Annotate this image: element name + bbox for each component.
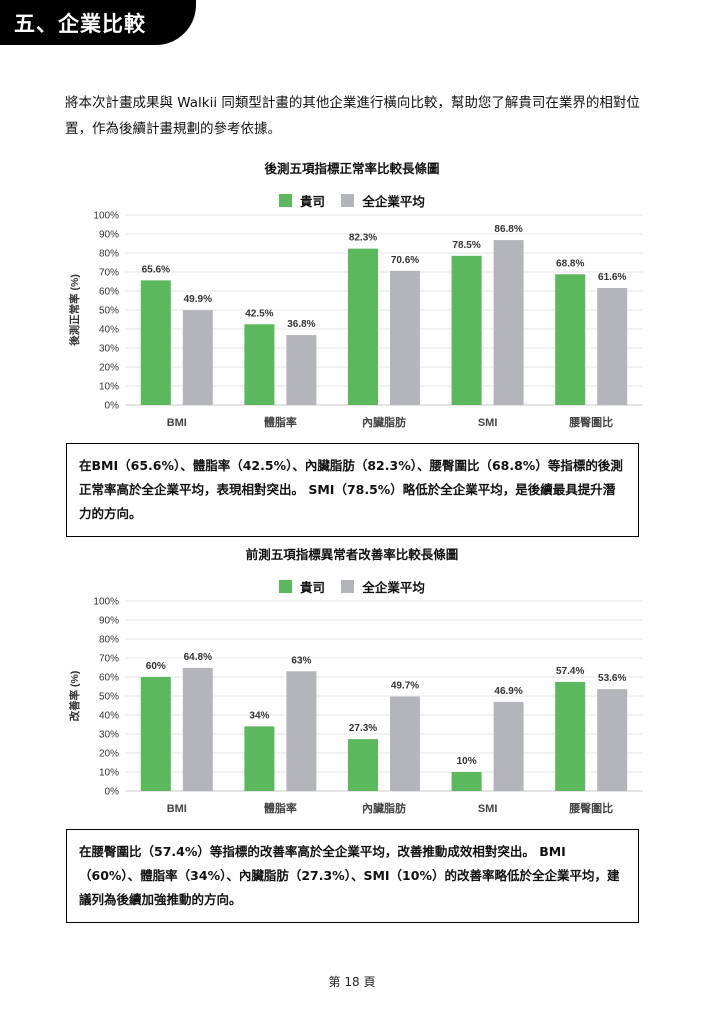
legend-average: 全企業平均 (341, 577, 425, 596)
y-tick-label: 90% (99, 230, 119, 241)
y-tick-label: 50% (99, 306, 119, 317)
y-tick-label: 0% (105, 401, 120, 412)
bar-average (493, 240, 524, 405)
y-tick-label: 100% (93, 211, 119, 222)
x-tick-label: SMI (478, 803, 498, 815)
y-axis-label: 後測正常率 (%) (68, 274, 81, 347)
chart1-bar-chart: 0% 10% 20% 30% 40% 50% 60% 70% 80% 90% 100% 後測正常率 (… (68, 211, 643, 429)
intro-paragraph: 將本次計畫成果與 Walkii 同類型計畫的其他企業進行橫向比較，幫助您了解貴司… (65, 95, 640, 137)
bar-data-label: 27.3% (349, 723, 377, 734)
bar-data-label: 70.6% (391, 255, 419, 266)
bar-company (555, 274, 586, 405)
legend-swatch-average (341, 580, 355, 593)
bar-average (390, 270, 420, 405)
y-tick-label: 90% (99, 616, 119, 627)
y-tick-label: 60% (99, 673, 119, 684)
bar-data-label: 46.9% (494, 686, 522, 697)
legend-company: 貴司 (279, 191, 325, 210)
y-tick-label: 100% (93, 597, 119, 608)
x-tick-label: 內臟脂肪 (362, 415, 406, 429)
x-tick-label: 腰臀圍比 (568, 415, 613, 429)
chart2-bar-chart: 0% 10% 20% 30% 40% 50% 60% 70% 80% 90% 100% 改善率 (%)… (68, 597, 643, 815)
bar-data-label: 60% (146, 661, 166, 672)
legend-label-company: 貴司 (300, 194, 326, 209)
legend-swatch-company (279, 194, 293, 207)
bar-company (348, 739, 378, 791)
bar-data-label: 49.9% (184, 294, 212, 305)
legend-label-average: 全企業平均 (362, 580, 425, 595)
y-tick-label: 50% (99, 692, 119, 703)
chart1-legend: 貴司 全企業平均 (0, 191, 704, 210)
x-tick-label: BMI (167, 417, 187, 429)
bar-average (286, 671, 317, 791)
y-tick-label: 0% (105, 787, 120, 798)
legend-company: 貴司 (279, 577, 325, 596)
y-tick-label: 20% (99, 749, 119, 760)
bar-average (390, 696, 420, 791)
y-axis-label: 改善率 (%) (68, 671, 81, 722)
page-number: 第 18 頁 (328, 975, 376, 989)
y-tick-label: 10% (99, 382, 119, 393)
bar-data-label: 49.7% (391, 681, 419, 692)
y-tick-label: 70% (99, 268, 119, 279)
bar-data-label: 10% (457, 756, 477, 767)
bar-data-label: 82.3% (349, 233, 377, 244)
y-tick-label: 30% (99, 344, 119, 355)
chart2-title: 前測五項指標異常者改善率比較長條圖 (245, 547, 459, 562)
section-header-tab: 五、企業比較 (0, 0, 196, 45)
bar-company (451, 772, 482, 791)
bar-data-label: 42.5% (245, 308, 273, 319)
chart1-summary-note: 在BMI（65.6%）、體脂率（42.5%）、內臟脂肪（82.3%）、腰臀圍比（… (66, 443, 639, 537)
x-tick-label: 體脂率 (264, 415, 297, 429)
bar-average (493, 701, 524, 791)
chart2-legend: 貴司 全企業平均 (0, 577, 704, 596)
bar-data-label: 65.6% (142, 264, 170, 275)
bar-data-label: 68.8% (556, 258, 584, 269)
y-tick-label: 60% (99, 287, 119, 298)
y-tick-label: 10% (99, 768, 119, 779)
x-tick-label: 內臟脂肪 (362, 801, 406, 815)
legend-swatch-average (341, 194, 355, 207)
legend-label-company: 貴司 (300, 580, 326, 595)
y-tick-label: 30% (99, 730, 119, 741)
chart2-summary-note: 在腰臀圍比（57.4%）等指標的改善率高於全企業平均，改善推動成效相對突出。 B… (66, 829, 639, 923)
bar-data-label: 34% (249, 710, 269, 721)
bar-company (555, 681, 586, 791)
y-tick-label: 80% (99, 635, 119, 646)
y-tick-label: 40% (99, 325, 119, 336)
bar-data-label: 61.6% (598, 272, 626, 283)
bar-company (140, 280, 171, 405)
chart1-title: 後測五項指標正常率比較長條圖 (264, 161, 440, 176)
section-title: 五、企業比較 (14, 12, 146, 36)
bar-company (244, 726, 275, 791)
bar-average (182, 310, 213, 405)
bar-data-label: 63% (291, 655, 311, 666)
x-tick-label: BMI (167, 803, 187, 815)
bar-company (244, 324, 275, 405)
bar-average (597, 689, 628, 791)
y-tick-label: 20% (99, 363, 119, 374)
bar-company (140, 677, 171, 791)
x-tick-label: SMI (478, 417, 498, 429)
x-tick-label: 體脂率 (264, 801, 297, 815)
bar-average (597, 287, 628, 405)
bar-data-label: 64.8% (184, 652, 212, 663)
bar-company (348, 248, 378, 405)
bar-data-label: 86.8% (494, 224, 522, 235)
bar-average (286, 335, 317, 405)
y-tick-label: 40% (99, 711, 119, 722)
x-tick-label: 腰臀圍比 (568, 801, 613, 815)
bar-data-label: 57.4% (556, 666, 584, 677)
legend-label-average: 全企業平均 (362, 194, 425, 209)
bar-data-label: 78.5% (452, 240, 480, 251)
bar-data-label: 36.8% (287, 319, 315, 330)
legend-swatch-company (279, 580, 293, 593)
y-tick-label: 80% (99, 249, 119, 260)
bar-data-label: 53.6% (598, 673, 626, 684)
legend-average: 全企業平均 (341, 191, 425, 210)
bar-average (182, 667, 213, 791)
bar-company (451, 255, 482, 405)
y-tick-label: 70% (99, 654, 119, 665)
